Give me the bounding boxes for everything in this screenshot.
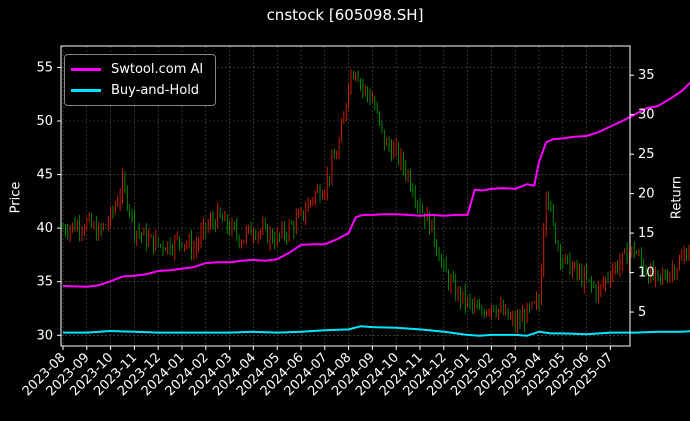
plot-frame <box>60 45 631 347</box>
y-tick-label-left: 40 <box>36 221 53 236</box>
y-tick-label-right: 30 <box>638 108 655 123</box>
chart-title: cnstock [605098.SH] <box>266 6 424 24</box>
y-tick-label-right: 35 <box>638 68 655 83</box>
y-tick-label-left: 35 <box>36 275 53 290</box>
y-axis-label-left: Price <box>8 181 24 214</box>
legend: Swtool.com AI Buy-and-Hold <box>64 54 216 106</box>
series-line-buy-hold <box>63 325 690 337</box>
y-tick-label-right: 25 <box>638 147 655 162</box>
y-tick-label-right: 15 <box>638 226 655 241</box>
y-axis-label-right: Return <box>669 175 685 220</box>
y-tick-label-left: 30 <box>36 328 53 343</box>
series-line-ai <box>62 81 690 288</box>
y-tick-label-right: 10 <box>638 266 655 281</box>
legend-item-buy-hold: Buy-and-Hold <box>71 80 199 100</box>
y-tick-label-left: 55 <box>36 60 53 75</box>
y-tick-label-right: 5 <box>638 305 646 320</box>
legend-label-ai: Swtool.com AI <box>111 61 204 77</box>
y-tick-label-left: 50 <box>36 114 53 129</box>
legend-item-ai: Swtool.com AI <box>71 59 203 79</box>
legend-swatch-ai <box>71 67 101 71</box>
legend-label-buy-hold: Buy-and-Hold <box>111 82 200 98</box>
y-tick-label-right: 20 <box>638 187 655 202</box>
y-tick-label-left: 45 <box>36 168 53 183</box>
legend-swatch-buy-hold <box>71 88 101 92</box>
